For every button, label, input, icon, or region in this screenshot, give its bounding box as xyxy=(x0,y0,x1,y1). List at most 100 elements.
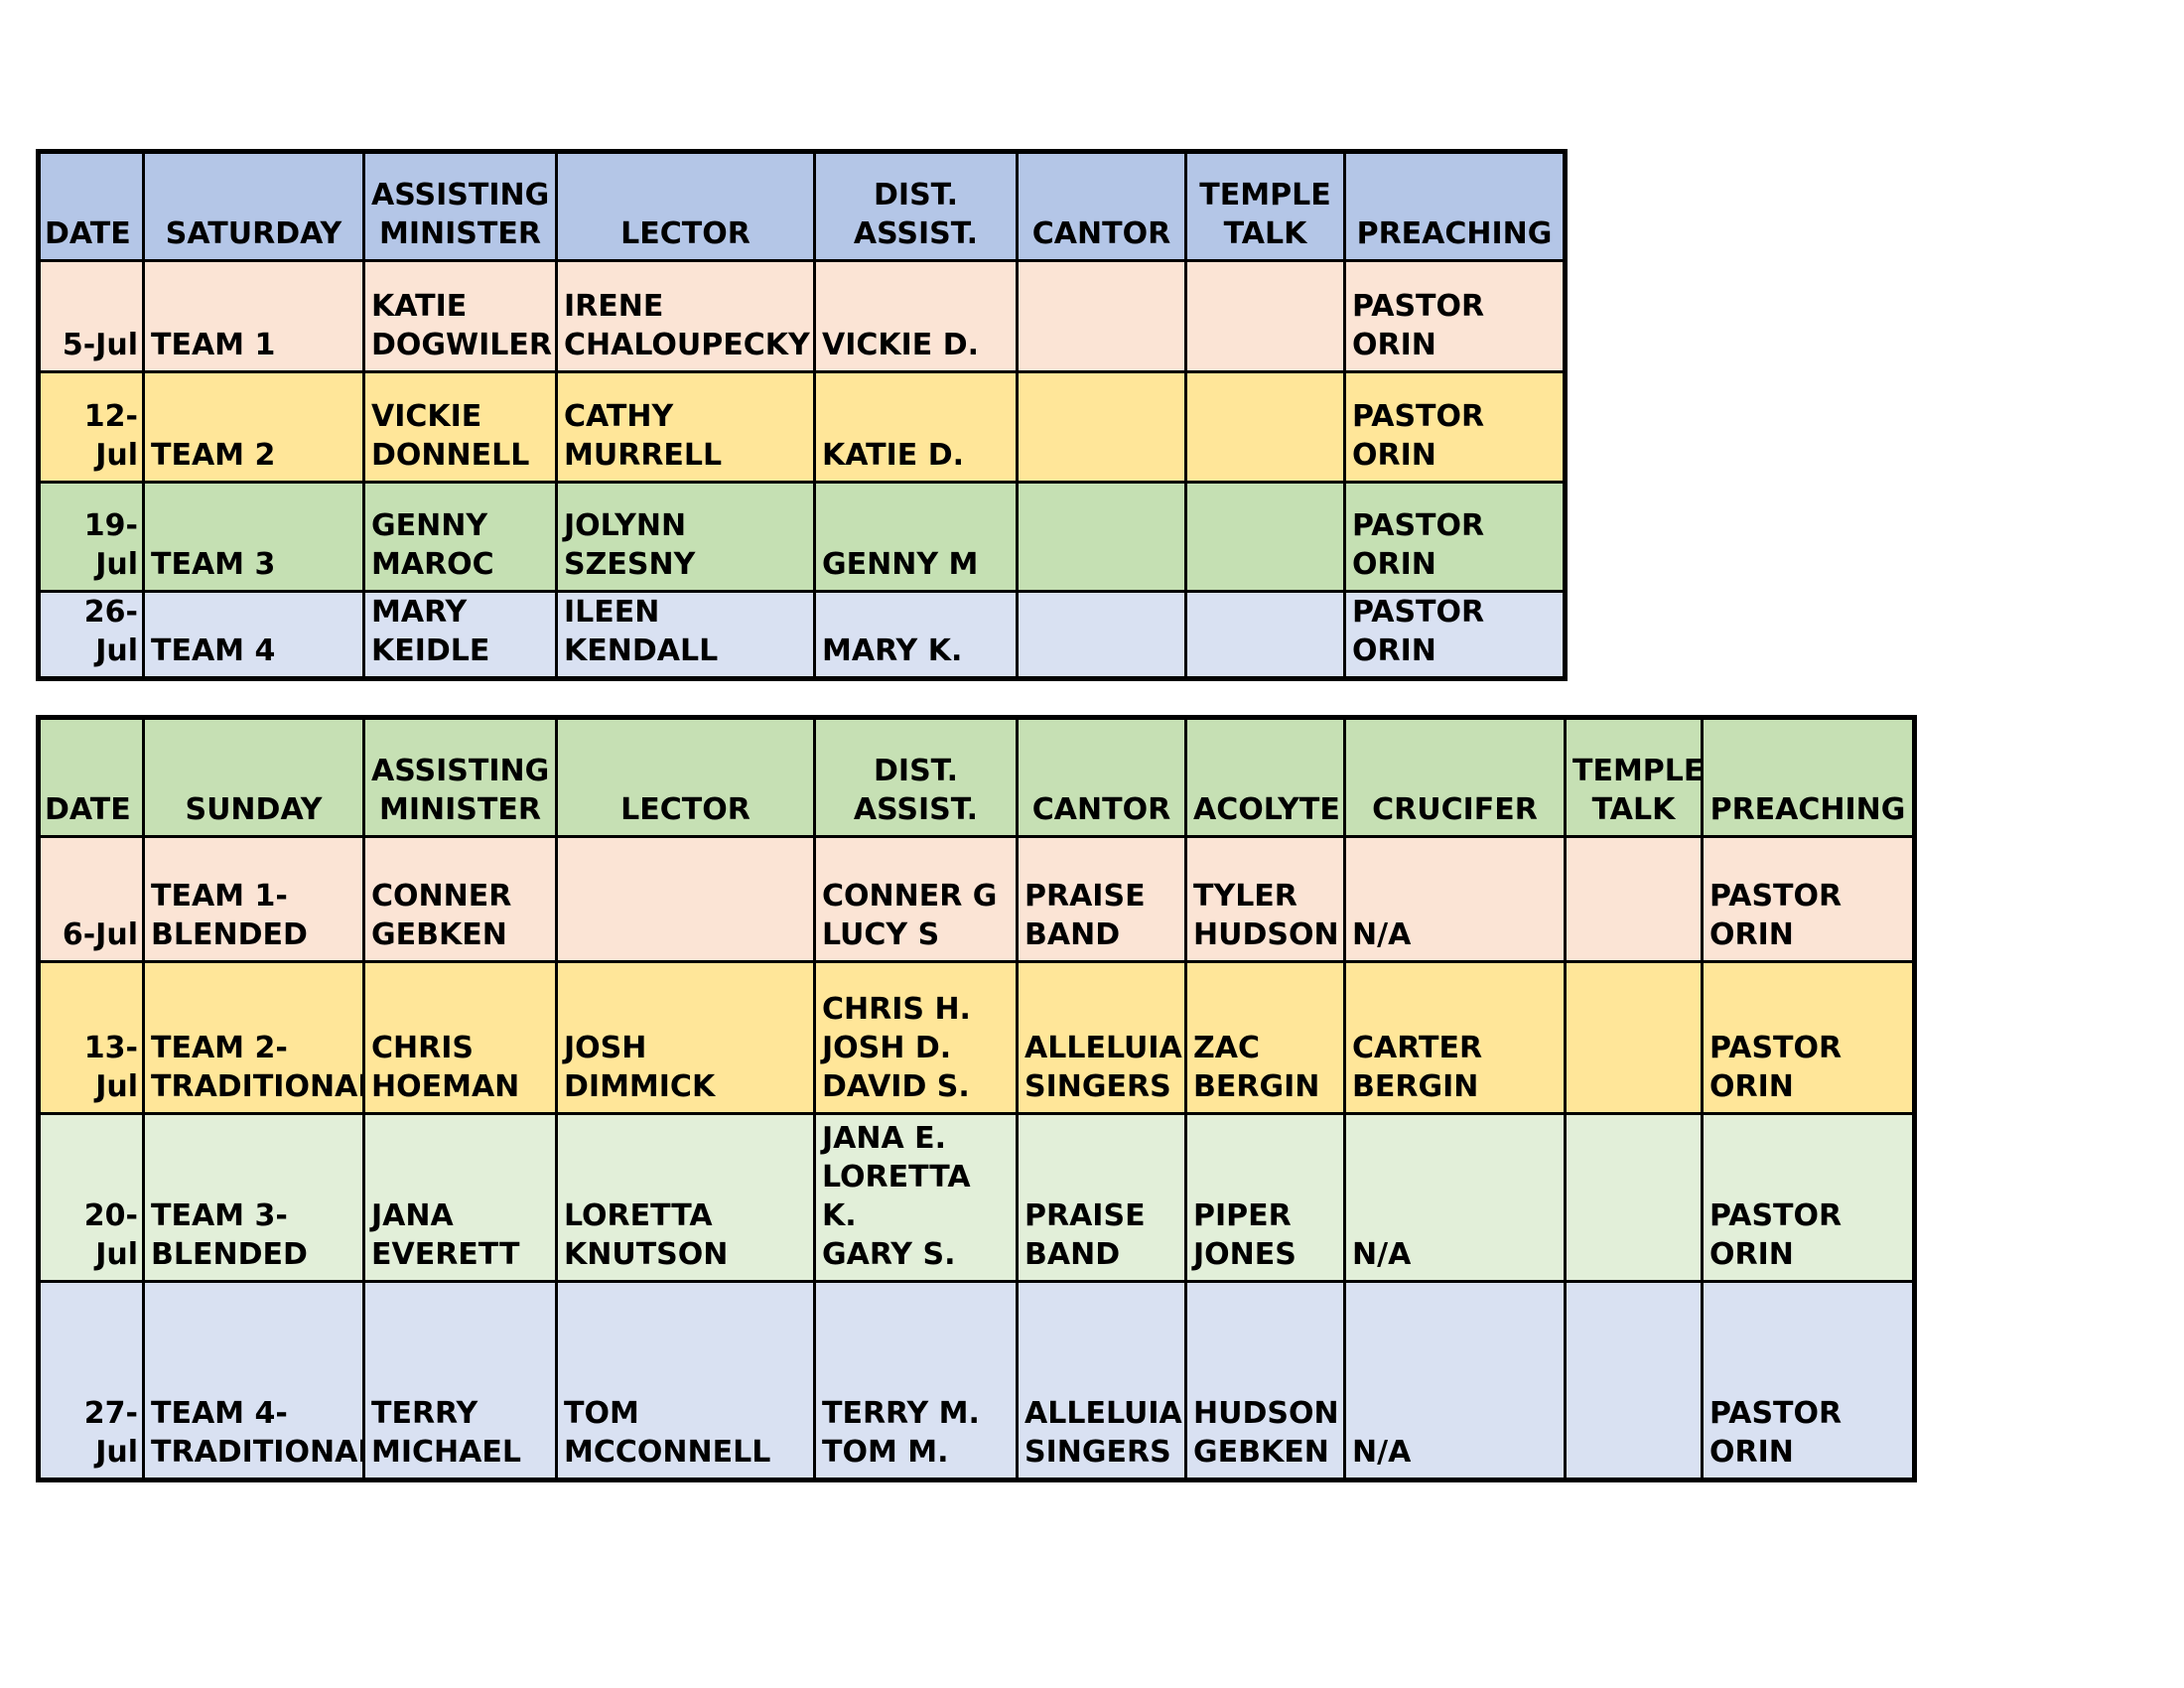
table-row: 6-Jul TEAM 1- BLENDED CONNER GEBKEN CONN… xyxy=(37,835,1916,963)
assisting-minister-cell: MARY KEIDLE xyxy=(362,590,558,680)
temple-talk-cell xyxy=(1184,370,1346,484)
date-cell: 19-Jul xyxy=(37,481,145,593)
header-saturday: SATURDAY xyxy=(142,150,365,262)
header-preaching: PREACHING xyxy=(1343,150,1567,262)
header-date: DATE xyxy=(37,150,145,262)
saturday-schedule-table: DATE SATURDAY ASSISTING MINISTER LECTOR … xyxy=(36,149,1568,681)
date-cell: 27-Jul xyxy=(37,1280,145,1481)
header-dist-assist: DIST. ASSIST. xyxy=(813,150,1019,262)
preaching-cell: PASTOR ORIN xyxy=(1701,1112,1916,1283)
cantor-cell xyxy=(1016,590,1187,680)
header-lector: LECTOR xyxy=(555,150,816,262)
cantor-cell: ALLELUIA SINGERS xyxy=(1016,1280,1187,1481)
team-cell: TEAM 1 xyxy=(142,259,365,373)
lector-cell: ILEEN KENDALL xyxy=(555,590,816,680)
sunday-header-row: DATE SUNDAY ASSISTING MINISTER LECTOR DI… xyxy=(37,716,1916,838)
cantor-cell: PRAISE BAND xyxy=(1016,835,1187,963)
table-row: 27-Jul TEAM 4- TRADITIONAL TERRY MICHAEL… xyxy=(37,1280,1916,1481)
crucifer-cell: N/A xyxy=(1343,835,1567,963)
cantor-cell: ALLELUIA SINGERS xyxy=(1016,960,1187,1115)
temple-talk-cell xyxy=(1184,481,1346,593)
acolyte-cell: HUDSON GEBKEN xyxy=(1184,1280,1346,1481)
crucifer-cell: N/A xyxy=(1343,1112,1567,1283)
team-cell: TEAM 2- TRADITIONAL xyxy=(142,960,365,1115)
header-acolyte: ACOLYTE xyxy=(1184,716,1346,838)
table-row: 26-Jul TEAM 4 MARY KEIDLE ILEEN KENDALL … xyxy=(37,590,1567,680)
date-cell: 20-Jul xyxy=(37,1112,145,1283)
temple-talk-cell xyxy=(1564,1112,1704,1283)
temple-talk-cell xyxy=(1184,259,1346,373)
acolyte-cell: TYLER HUDSON xyxy=(1184,835,1346,963)
cantor-cell xyxy=(1016,481,1187,593)
assisting-minister-cell: CHRIS HOEMAN xyxy=(362,960,558,1115)
preaching-cell: PASTOR ORIN xyxy=(1343,259,1567,373)
lector-cell: CATHY MURRELL xyxy=(555,370,816,484)
lector-cell: TOM MCCONNELL xyxy=(555,1280,816,1481)
table-row: 20-Jul TEAM 3- BLENDED JANA EVERETT LORE… xyxy=(37,1112,1916,1283)
team-cell: TEAM 3- BLENDED xyxy=(142,1112,365,1283)
cantor-cell xyxy=(1016,370,1187,484)
sunday-schedule-table: DATE SUNDAY ASSISTING MINISTER LECTOR DI… xyxy=(36,715,1917,1482)
temple-talk-cell xyxy=(1184,590,1346,680)
header-temple-talk: TEMPLE TALK xyxy=(1564,716,1704,838)
assisting-minister-cell: VICKIE DONNELL xyxy=(362,370,558,484)
cantor-cell xyxy=(1016,259,1187,373)
header-preaching: PREACHING xyxy=(1701,716,1916,838)
team-cell: TEAM 1- BLENDED xyxy=(142,835,365,963)
table-row: 12-Jul TEAM 2 VICKIE DONNELL CATHY MURRE… xyxy=(37,370,1567,484)
header-sunday: SUNDAY xyxy=(142,716,365,838)
header-assisting-minister: ASSISTING MINISTER xyxy=(362,150,558,262)
table-row: 5-Jul TEAM 1 KATIE DOGWILER IRENE CHALOU… xyxy=(37,259,1567,373)
date-cell: 12-Jul xyxy=(37,370,145,484)
team-cell: TEAM 4- TRADITIONAL xyxy=(142,1280,365,1481)
header-temple-talk: TEMPLE TALK xyxy=(1184,150,1346,262)
header-date: DATE xyxy=(37,716,145,838)
assisting-minister-cell: KATIE DOGWILER xyxy=(362,259,558,373)
header-lector: LECTOR xyxy=(555,716,816,838)
assisting-minister-cell: GENNY MAROC xyxy=(362,481,558,593)
temple-talk-cell xyxy=(1564,835,1704,963)
temple-talk-cell xyxy=(1564,960,1704,1115)
acolyte-cell: ZAC BERGIN xyxy=(1184,960,1346,1115)
lector-cell xyxy=(555,835,816,963)
date-cell: 13-Jul xyxy=(37,960,145,1115)
lector-cell: JOSH DIMMICK xyxy=(555,960,816,1115)
temple-talk-cell xyxy=(1564,1280,1704,1481)
lector-cell: JOLYNN SZESNY xyxy=(555,481,816,593)
preaching-cell: PASTOR ORIN xyxy=(1701,835,1916,963)
date-cell: 26-Jul xyxy=(37,590,145,680)
preaching-cell: PASTOR ORIN xyxy=(1343,370,1567,484)
header-assisting-minister: ASSISTING MINISTER xyxy=(362,716,558,838)
assisting-minister-cell: JANA EVERETT xyxy=(362,1112,558,1283)
lector-cell: IRENE CHALOUPECKY xyxy=(555,259,816,373)
dist-assist-cell: JANA E. LORETTA K. GARY S. xyxy=(813,1112,1019,1283)
team-cell: TEAM 2 xyxy=(142,370,365,484)
assisting-minister-cell: CONNER GEBKEN xyxy=(362,835,558,963)
dist-assist-cell: CONNER G LUCY S xyxy=(813,835,1019,963)
header-cantor: CANTOR xyxy=(1016,716,1187,838)
dist-assist-cell: GENNY M xyxy=(813,481,1019,593)
date-cell: 6-Jul xyxy=(37,835,145,963)
crucifer-cell: N/A xyxy=(1343,1280,1567,1481)
lector-cell: LORETTA KNUTSON xyxy=(555,1112,816,1283)
team-cell: TEAM 3 xyxy=(142,481,365,593)
cantor-cell: PRAISE BAND xyxy=(1016,1112,1187,1283)
saturday-header-row: DATE SATURDAY ASSISTING MINISTER LECTOR … xyxy=(37,150,1567,262)
header-dist-assist: DIST. ASSIST. xyxy=(813,716,1019,838)
table-row: 19-Jul TEAM 3 GENNY MAROC JOLYNN SZESNY … xyxy=(37,481,1567,593)
preaching-cell: PASTOR ORIN xyxy=(1343,590,1567,680)
preaching-cell: PASTOR ORIN xyxy=(1701,1280,1916,1481)
acolyte-cell: PIPER JONES xyxy=(1184,1112,1346,1283)
preaching-cell: PASTOR ORIN xyxy=(1343,481,1567,593)
date-cell: 5-Jul xyxy=(37,259,145,373)
dist-assist-cell: KATIE D. xyxy=(813,370,1019,484)
dist-assist-cell: VICKIE D. xyxy=(813,259,1019,373)
header-cantor: CANTOR xyxy=(1016,150,1187,262)
preaching-cell: PASTOR ORIN xyxy=(1701,960,1916,1115)
team-cell: TEAM 4 xyxy=(142,590,365,680)
assisting-minister-cell: TERRY MICHAEL xyxy=(362,1280,558,1481)
table-row: 13-Jul TEAM 2- TRADITIONAL CHRIS HOEMAN … xyxy=(37,960,1916,1115)
dist-assist-cell: MARY K. xyxy=(813,590,1019,680)
dist-assist-cell: CHRIS H. JOSH D. DAVID S. xyxy=(813,960,1019,1115)
header-crucifer: CRUCIFER xyxy=(1343,716,1567,838)
